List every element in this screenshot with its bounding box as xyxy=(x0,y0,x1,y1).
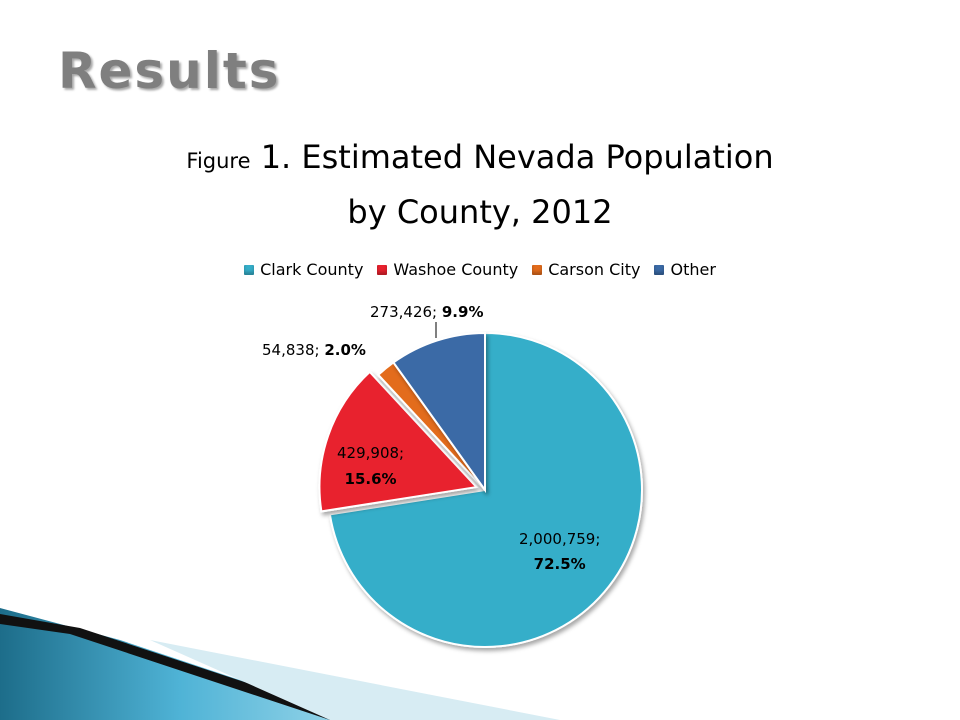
data-label-washoe-value: 429,908; xyxy=(337,444,405,462)
data-label-clark-percent: 72.5% xyxy=(533,555,586,573)
legend-item-carson: Carson City xyxy=(532,260,640,279)
swoosh-dark-stroke xyxy=(0,614,360,720)
data-label-carson: 54,838; 2.0% xyxy=(262,341,366,359)
pie-slice-other xyxy=(392,331,486,494)
pie-slice-washoe xyxy=(318,370,479,513)
legend-swatch-washoe xyxy=(377,264,388,275)
legend-label-other: Other xyxy=(670,260,716,279)
data-label-carson-value: 54,838; xyxy=(262,341,320,359)
data-label-clark: 2,000,759; 72.5% xyxy=(519,527,600,577)
chart-title-line-2: by County, 2012 xyxy=(347,193,613,231)
data-label-clark-value: 2,000,759; xyxy=(519,530,601,548)
chart-title-line-1: Figure 1. Estimated Nevada Population xyxy=(0,138,960,176)
legend-label-washoe: Washoe County xyxy=(393,260,519,279)
data-label-other-value: 273,426; xyxy=(370,303,438,321)
slide-title: Results xyxy=(58,42,281,100)
legend-item-other: Other xyxy=(654,260,716,279)
data-label-washoe-percent: 15.6% xyxy=(344,470,397,488)
data-label-carson-percent: 2.0% xyxy=(324,341,366,359)
legend-label-carson: Carson City xyxy=(548,260,641,279)
data-label-other-percent: 9.9% xyxy=(441,303,484,321)
legend-swatch-clark xyxy=(244,264,255,275)
swoosh-light-band xyxy=(150,640,560,720)
chart-title-main: 1. Estimated Nevada Population xyxy=(260,138,774,176)
legend-label-clark: Clark County xyxy=(260,260,364,279)
data-label-other: 273,426; 9.9% xyxy=(370,303,483,321)
pie-slices xyxy=(318,331,643,648)
data-label-washoe: 429,908; 15.6% xyxy=(337,440,404,492)
legend-swatch-other xyxy=(654,264,665,275)
chart-title-prefix: Figure xyxy=(186,149,251,173)
legend-item-washoe: Washoe County xyxy=(377,260,518,279)
legend-swatch-carson xyxy=(532,264,543,275)
legend-item-clark: Clark County xyxy=(244,260,363,279)
chart-legend: Clark County Washoe County Carson City O… xyxy=(0,260,960,279)
decorative-swoosh xyxy=(0,608,560,720)
